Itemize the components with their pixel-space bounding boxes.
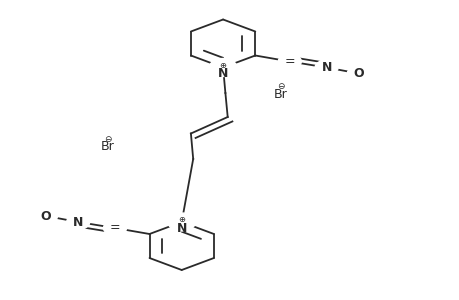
Text: Br: Br <box>101 140 115 154</box>
Circle shape <box>67 214 90 230</box>
Circle shape <box>168 213 195 231</box>
Circle shape <box>103 220 126 236</box>
Text: ⊖: ⊖ <box>276 82 284 91</box>
Circle shape <box>34 208 57 224</box>
Circle shape <box>347 66 369 81</box>
Text: =: = <box>284 55 295 68</box>
Text: =: = <box>109 221 120 235</box>
Text: O: O <box>40 209 51 223</box>
Text: Br: Br <box>273 88 287 101</box>
Text: ⊕: ⊕ <box>178 215 185 224</box>
Text: N: N <box>321 61 331 74</box>
Circle shape <box>278 54 301 69</box>
Text: O: O <box>353 67 364 80</box>
Text: ⊕: ⊕ <box>219 61 226 70</box>
Text: N: N <box>73 215 83 229</box>
Circle shape <box>314 60 337 75</box>
Text: N: N <box>176 221 186 235</box>
Circle shape <box>209 58 236 76</box>
Text: N: N <box>218 67 228 80</box>
Text: ⊖: ⊖ <box>104 135 112 144</box>
